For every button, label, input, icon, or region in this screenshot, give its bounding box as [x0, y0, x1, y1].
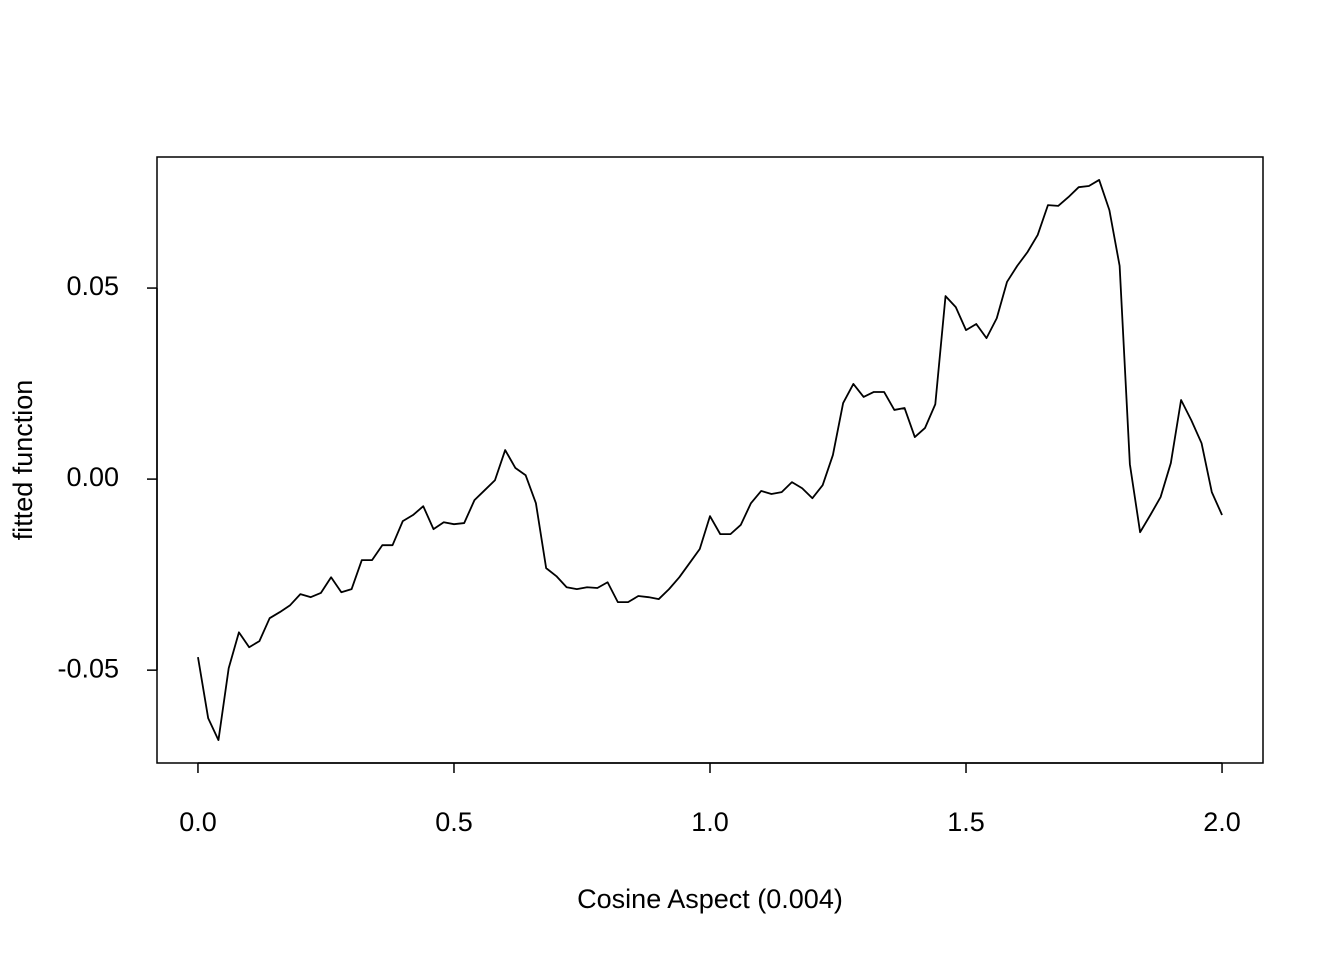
x-tick-label: 0.5	[435, 807, 473, 837]
y-tick-label: 0.05	[66, 271, 119, 301]
x-tick-label: 2.0	[1203, 807, 1241, 837]
y-tick-label: -0.05	[57, 653, 119, 683]
x-tick-label: 0.0	[179, 807, 217, 837]
y-axis-label: fitted function	[8, 380, 38, 541]
plot-box	[156, 156, 1264, 764]
y-tick-label: 0.00	[66, 462, 119, 492]
x-tick-label: 1.5	[947, 807, 985, 837]
data-line	[197, 179, 1223, 741]
x-tick-label: 1.0	[691, 807, 729, 837]
x-axis-label: Cosine Aspect (0.004)	[577, 884, 843, 914]
